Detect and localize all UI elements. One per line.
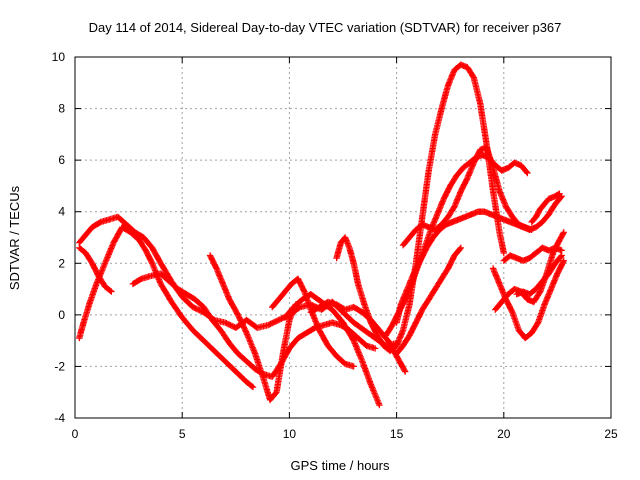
x-tick-label: 15 [390, 427, 404, 441]
plot-frame [74, 56, 612, 419]
data-point-markers [500, 244, 565, 264]
data-point-markers [528, 190, 563, 226]
y-tick-label: 2 [58, 256, 65, 270]
x-tick-label: 0 [72, 427, 79, 441]
x-axis-label: GPS time / hours [291, 458, 390, 473]
x-tick-label: 5 [179, 427, 186, 441]
y-tick-label: -4 [54, 411, 65, 425]
data-point-markers [269, 275, 357, 370]
data-point-markers [513, 252, 565, 298]
chart-title: Day 114 of 2014, Sidereal Day-to-day VTE… [89, 20, 562, 35]
y-tick-label: 6 [58, 153, 65, 167]
data-series [76, 61, 567, 409]
series-track-9 [333, 61, 507, 355]
series-track-5 [206, 252, 299, 404]
series-track-2 [76, 224, 257, 391]
axis-ticks: 0 5 10 15 20 25 -4 -2 0 2 4 6 8 10 [52, 50, 618, 441]
y-axis-label: SDTVAR / TECUs [7, 185, 22, 290]
x-tick-label: 10 [283, 427, 297, 441]
y-tick-label: 8 [58, 102, 65, 116]
x-tick-label: 25 [604, 427, 618, 441]
series-track-12 [399, 144, 535, 249]
series-track-1 [76, 213, 400, 349]
y-tick-label: 10 [52, 50, 66, 64]
series-track-16 [500, 244, 565, 264]
y-tick-label: 4 [58, 205, 65, 219]
x-tick-label: 20 [497, 427, 511, 441]
y-tick-label: -2 [54, 359, 65, 373]
data-point-markers [393, 244, 465, 357]
data-point-markers [76, 213, 400, 349]
y-tick-label: 0 [58, 308, 65, 322]
series-track-17 [513, 252, 565, 298]
data-point-markers [76, 244, 115, 295]
data-point-markers [399, 144, 535, 249]
data-point-markers [76, 224, 257, 391]
data-point-markers [206, 252, 299, 404]
series-track-14 [489, 257, 567, 342]
data-point-markers [489, 257, 567, 342]
series-track-13 [393, 244, 465, 357]
series-track-18 [528, 190, 563, 226]
series-track-6 [269, 275, 357, 370]
series-track-3 [76, 244, 115, 295]
data-point-markers [333, 61, 507, 355]
